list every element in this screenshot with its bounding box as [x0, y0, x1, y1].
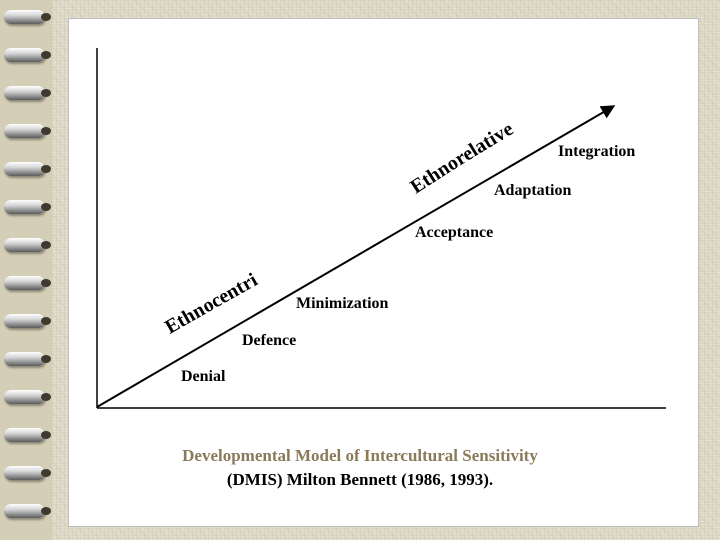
ethnocentric-label-text: Ethnocentric	[0, 0, 262, 338]
binding-ring	[4, 162, 51, 176]
binding-ring	[4, 10, 51, 24]
binding-ring	[4, 276, 51, 290]
binding-ring	[4, 466, 51, 480]
stage-adaptation: Adaptation	[494, 182, 571, 199]
binding-ring	[4, 390, 51, 404]
stage-integration: Integration	[558, 143, 635, 160]
ethnocentric-label: Ethnocentric	[0, 0, 262, 338]
binding-ring	[4, 86, 51, 100]
binding-ring	[4, 238, 51, 252]
stage-minimization: Minimization	[296, 295, 389, 312]
binding-ring	[4, 124, 51, 138]
stage-defence: Defence	[242, 332, 296, 349]
caption-source: (DMIS) Milton Bennett (1986, 1993).	[226, 470, 494, 489]
binding-ring	[4, 428, 51, 442]
binding-ring	[4, 200, 51, 214]
binding-ring	[4, 504, 51, 518]
binding-ring	[4, 48, 51, 62]
binding-ring	[4, 352, 51, 366]
slide	[68, 18, 699, 527]
stage-acceptance: Acceptance	[415, 224, 493, 241]
caption-title: Developmental Model of Intercultural Sen…	[182, 446, 538, 465]
spiral-binding	[0, 0, 52, 540]
development-arrow	[96, 105, 616, 408]
stage-denial: Denial	[181, 368, 226, 385]
binding-ring	[4, 314, 51, 328]
